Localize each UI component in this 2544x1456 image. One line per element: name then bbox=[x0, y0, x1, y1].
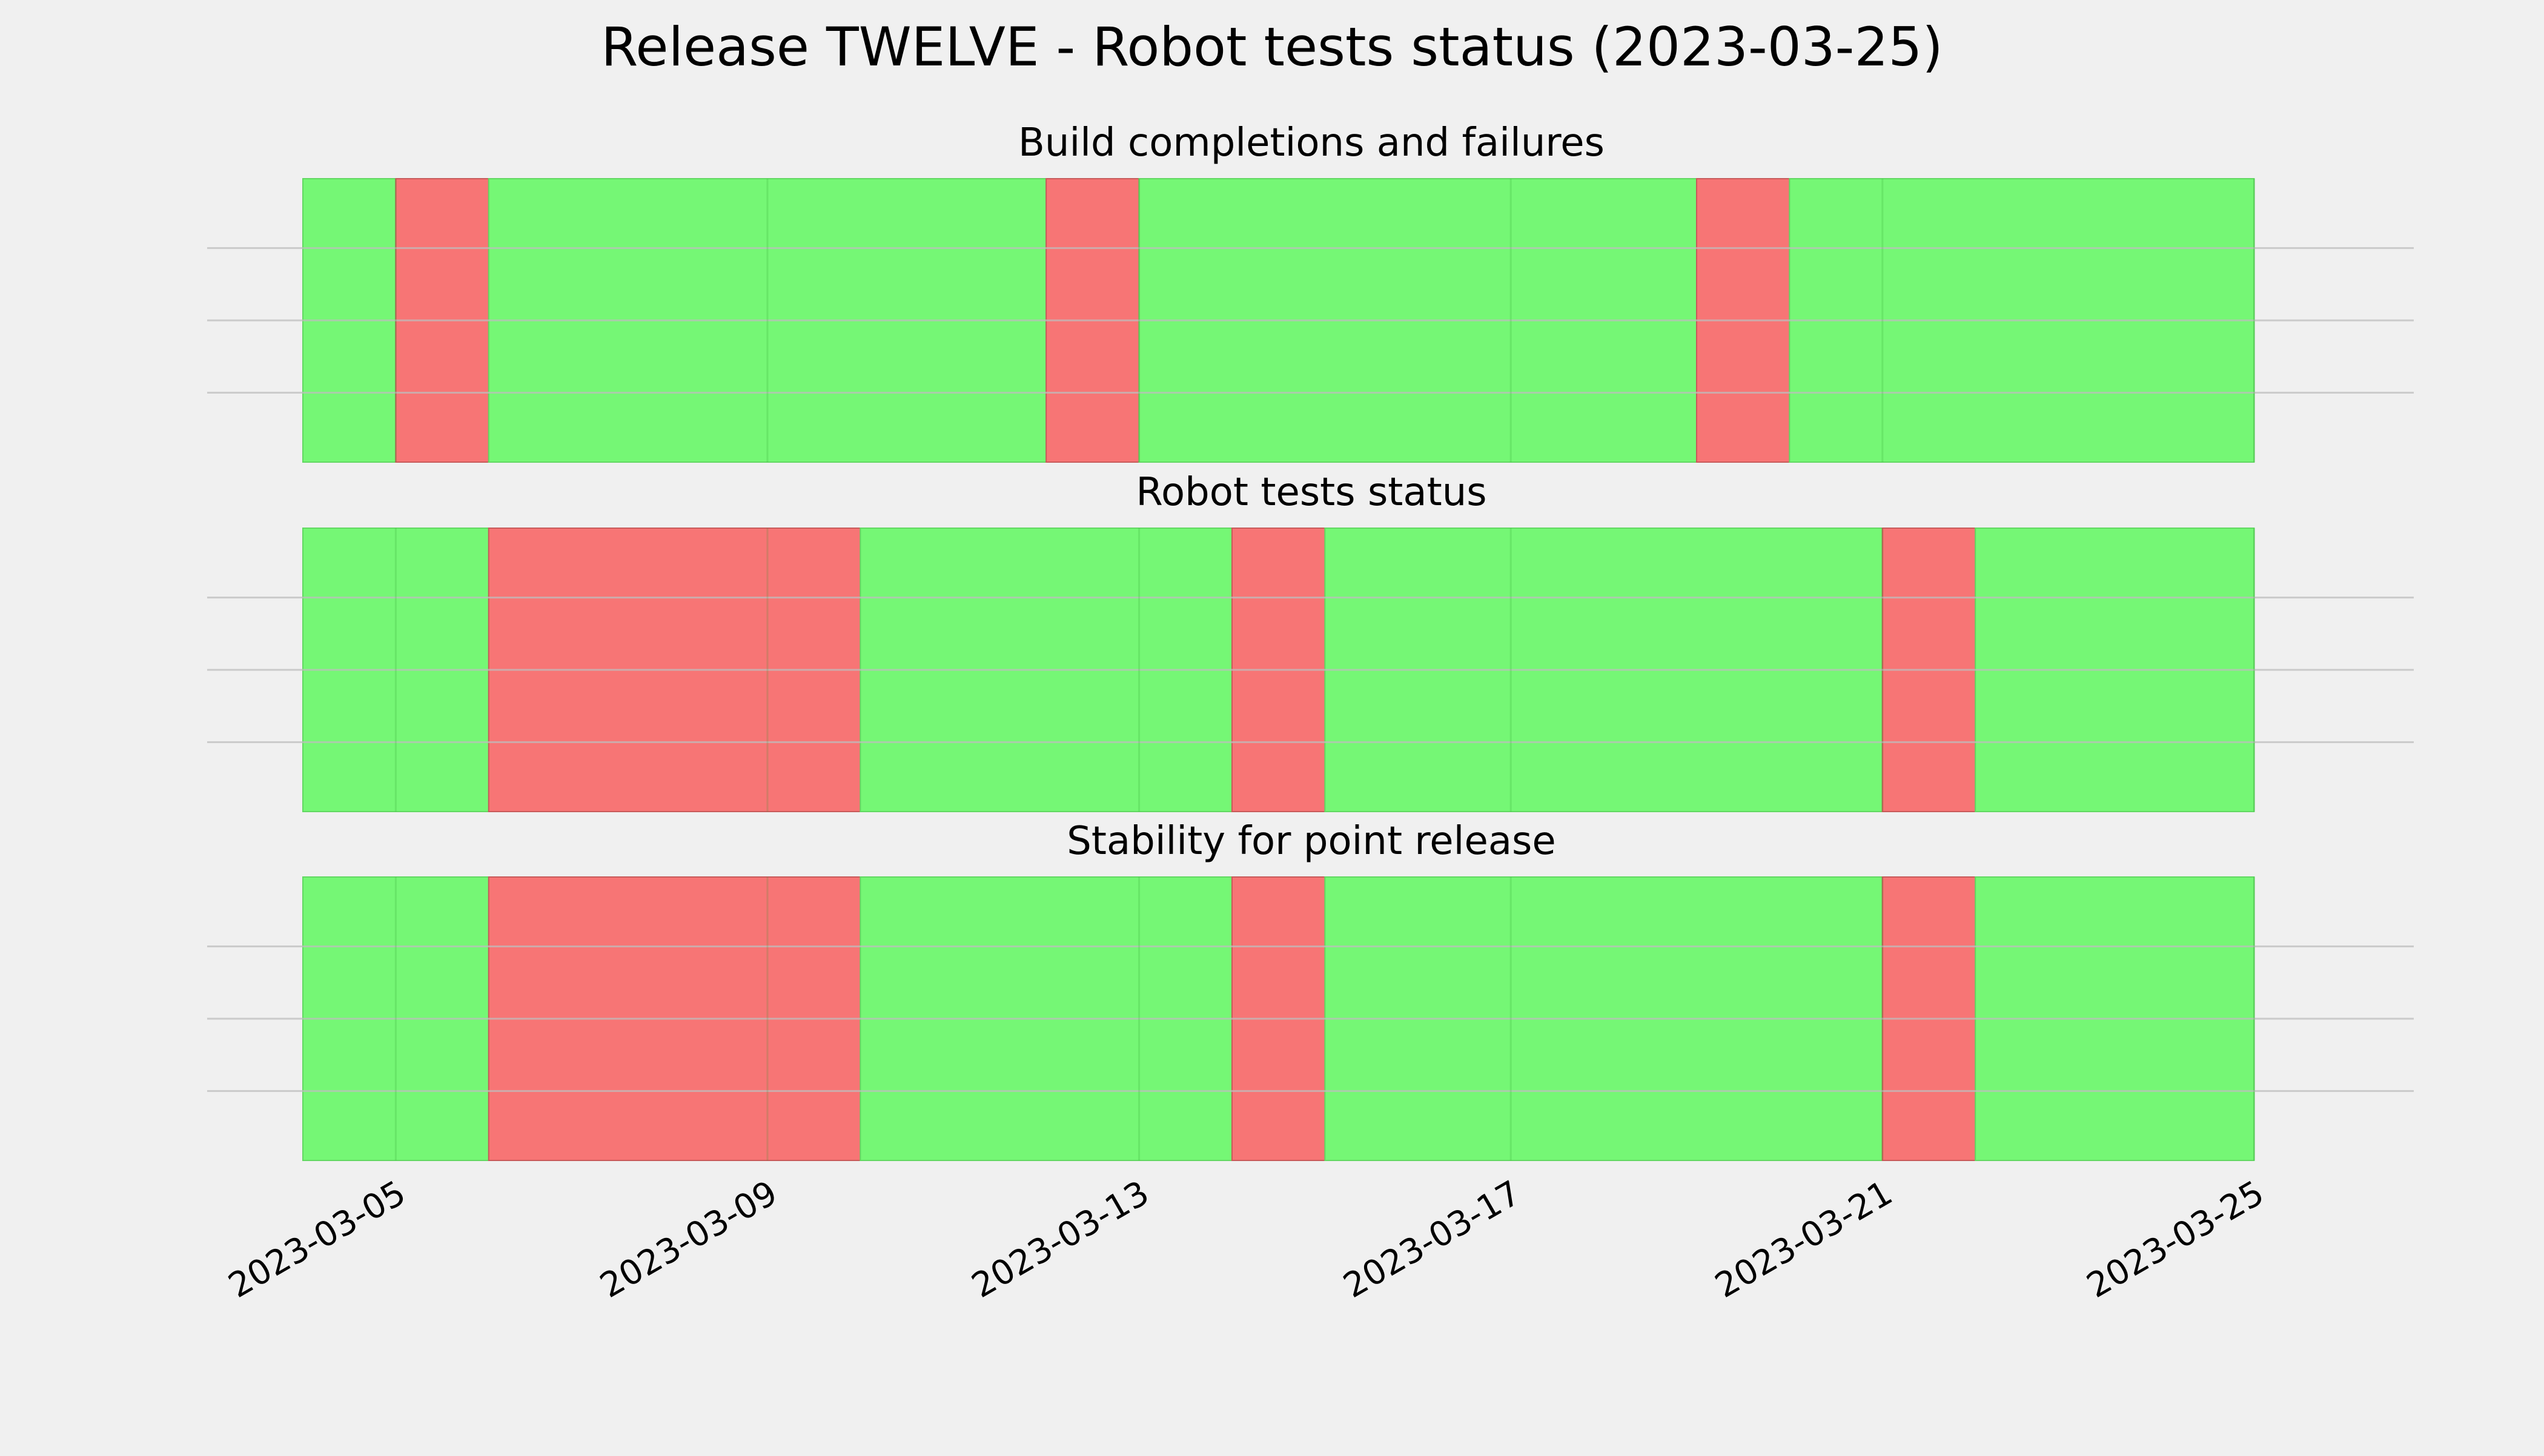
x-tick-label: 2023-03-05 bbox=[222, 1173, 412, 1306]
x-axis-ticks: 2023-03-05 2023-03-09 2023-03-13 2023-03-17… bbox=[222, 1173, 2270, 1306]
chart-panels: Build completions and failures Robot test… bbox=[207, 121, 2414, 1161]
figure-title: Release TWELVE - Robot tests status (202… bbox=[601, 16, 1943, 78]
x-tick-label: 2023-03-09 bbox=[594, 1173, 784, 1306]
timeline-panel: Build completions and failures bbox=[207, 121, 2414, 463]
x-tick-label: 2023-03-17 bbox=[1337, 1173, 1527, 1306]
timeline-panel: Robot tests status bbox=[207, 470, 2414, 812]
panel-title: Stability for point release bbox=[1067, 819, 1556, 864]
x-tick-label: 2023-03-13 bbox=[966, 1173, 1156, 1306]
panel-title: Build completions and failures bbox=[1018, 121, 1605, 165]
x-tick-label: 2023-03-25 bbox=[2080, 1173, 2270, 1306]
timeline-panel: Stability for point release bbox=[207, 819, 2414, 1161]
x-tick-label: 2023-03-21 bbox=[1709, 1173, 1899, 1306]
panel-title: Robot tests status bbox=[1136, 470, 1486, 515]
